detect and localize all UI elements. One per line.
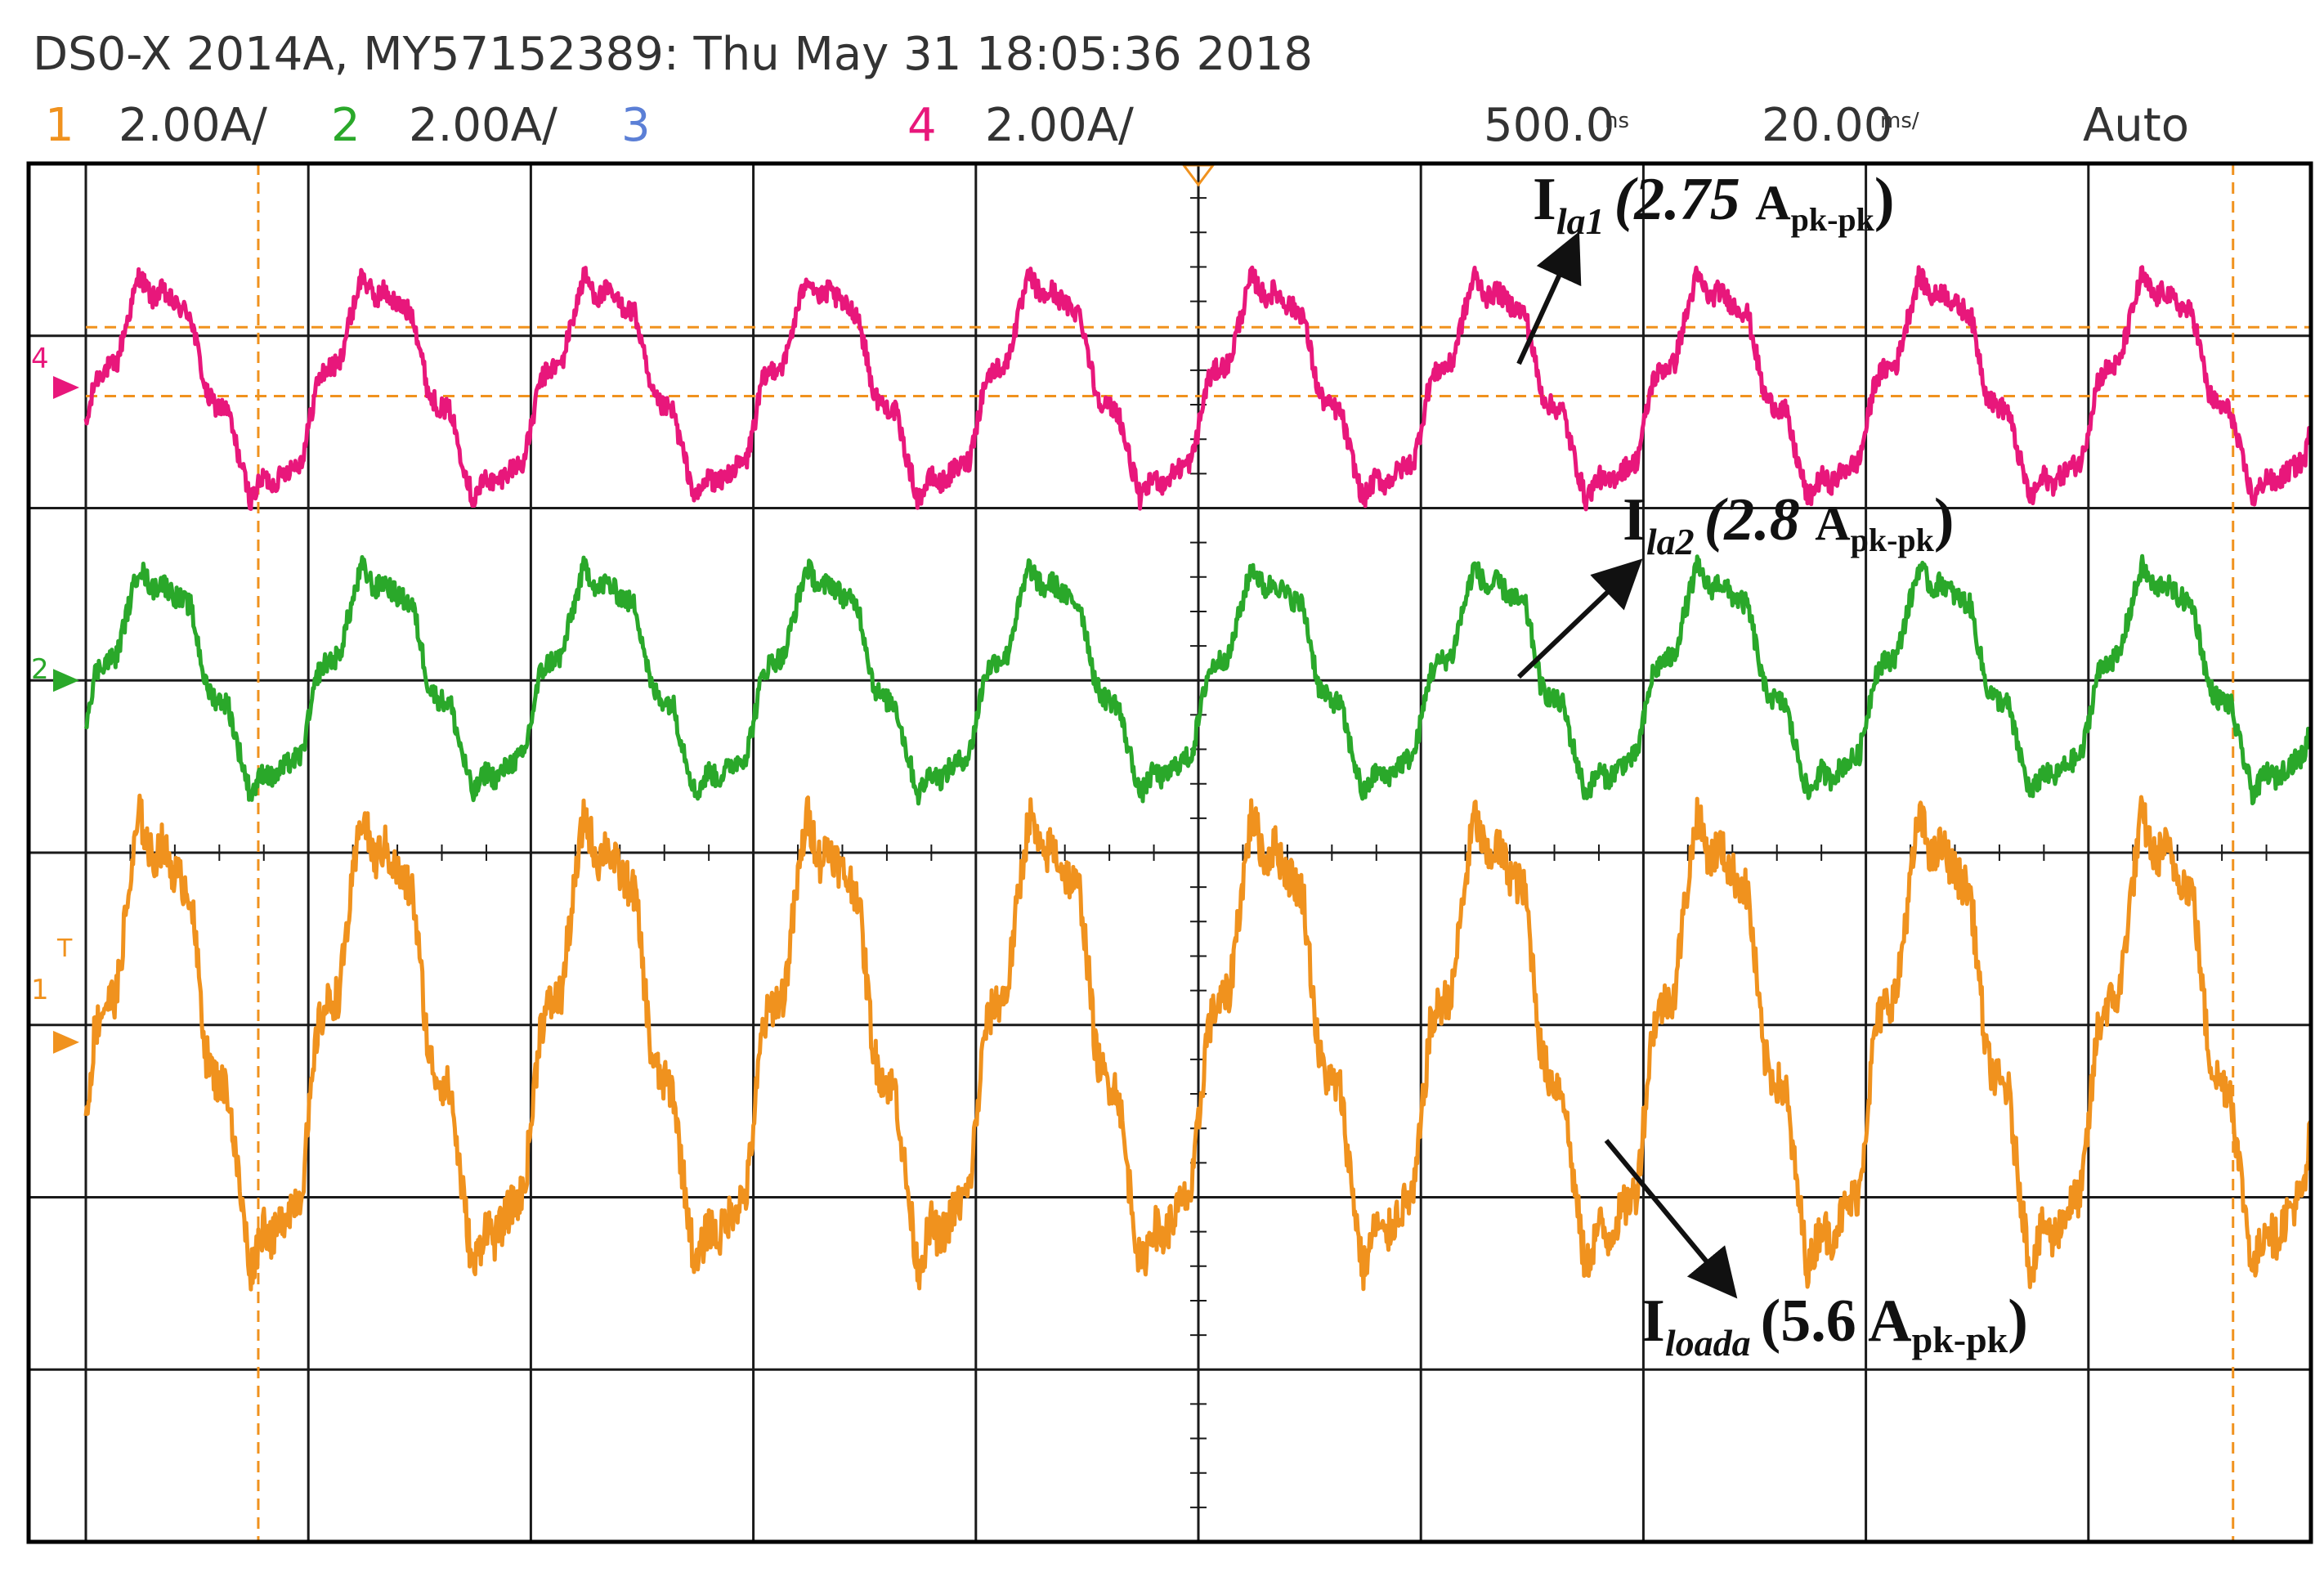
ila2-unit: A [1815,496,1850,550]
iloada-close: ) [2008,1288,2028,1355]
ila1-annotation: Ila1 (2.75 Apk-pk) [1533,166,1895,242]
ila1-unit-sub: pk-pk [1791,201,1875,238]
delay-value: 500.0 [1484,99,1614,152]
ila2-symbol: I [1623,486,1646,553]
waveform-iloada [83,793,2313,1292]
screen-border [26,161,2313,1544]
ch2-marker-label: 2 [31,653,49,686]
channel-4-number: 4 [907,99,937,152]
timebase-unit: ms/ [1880,109,1919,133]
iloada-unit: A [1868,1288,1911,1355]
ground-marker-ch1 [53,1030,79,1054]
ground-marker-ch4 [53,375,79,399]
iloada-value: (5.6 [1761,1288,1869,1355]
ila1-arrow [1516,231,1582,365]
ila1-subscript: la1 [1556,200,1605,242]
channel-3-number: 3 [621,99,651,152]
trigger-mode: Auto [2083,99,2189,152]
ila1-close: ) [1874,166,1895,233]
iloada-annotation: Iloada (5.6 Apk-pk) [1641,1288,2028,1364]
iloada-subscript: loada [1665,1322,1751,1364]
annotations: Ila1 (2.75 Apk-pk) Ila2 (2.8 Apk-pk) Iload… [1516,166,2028,1364]
waveform-traces [53,265,2313,1292]
ground-marker-ch2 [53,669,79,692]
scope-title: DS0-X 2014A, MY57152389: Thu May 31 18:0… [33,28,1313,81]
delay-unit: ns [1605,109,1629,133]
ila2-value: (2.8 [1704,486,1816,553]
ch1-marker-label: 1 [31,974,49,1006]
ch4-marker-label: 4 [31,343,49,375]
channel-1-number: 1 [45,99,74,152]
iloada-symbol: I [1641,1288,1665,1355]
ila1-symbol: I [1533,166,1556,233]
ila2-annotation: Ila2 (2.8 Apk-pk) [1623,486,1955,562]
ila2-arrow [1516,558,1643,679]
timebase-value: 20.00 [1762,99,1892,152]
channel-bar: 1 2.00A/ 2 2.00A/ 3 4 2.00A/ 500.0 ns 20… [45,99,2189,152]
channel-2-scale: 2.00A/ [409,99,557,152]
ila2-subscript: la2 [1646,521,1695,562]
iloada-arrow [1604,1139,1738,1299]
channel-4-scale: 2.00A/ [985,99,1134,152]
channel-1-scale: 2.00A/ [119,99,267,152]
channel-2-number: 2 [331,99,360,152]
waveform-ila1 [83,265,2313,512]
ila2-close: ) [1934,486,1955,553]
waveform-ila2 [83,553,2313,806]
ila1-unit: A [1755,176,1790,230]
ila1-value: (2.75 [1614,166,1756,233]
trigger-level-marker: T [56,934,73,963]
channel-markers: 4 2 1 T [31,343,73,1006]
iloada-unit-sub: pk-pk [1912,1319,2008,1360]
ila2-unit-sub: pk-pk [1851,522,1935,558]
